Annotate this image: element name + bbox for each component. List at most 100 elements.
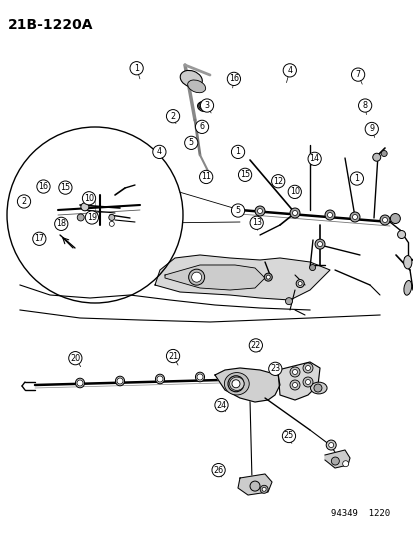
Circle shape	[211, 464, 225, 477]
Circle shape	[285, 297, 292, 305]
Text: 15: 15	[240, 171, 249, 179]
Circle shape	[198, 101, 206, 110]
Text: 12: 12	[273, 177, 282, 185]
Text: 21: 21	[168, 352, 178, 360]
Circle shape	[292, 211, 297, 215]
Circle shape	[292, 369, 297, 375]
Ellipse shape	[197, 102, 209, 111]
Circle shape	[249, 216, 263, 229]
Text: 11: 11	[201, 173, 211, 181]
Circle shape	[289, 380, 299, 390]
Circle shape	[271, 175, 284, 188]
Text: 1: 1	[235, 148, 240, 156]
Circle shape	[184, 136, 197, 149]
Circle shape	[305, 366, 310, 370]
Circle shape	[302, 363, 312, 373]
Text: 5: 5	[188, 139, 193, 147]
Circle shape	[389, 214, 399, 223]
Ellipse shape	[180, 70, 202, 87]
Circle shape	[287, 185, 301, 198]
Text: 15: 15	[60, 183, 70, 192]
Circle shape	[33, 232, 46, 245]
Circle shape	[349, 212, 359, 222]
Circle shape	[327, 213, 332, 217]
Circle shape	[292, 383, 297, 387]
Circle shape	[358, 99, 371, 112]
Circle shape	[324, 210, 334, 220]
Circle shape	[302, 377, 312, 387]
Text: 4: 4	[157, 148, 161, 156]
Circle shape	[85, 211, 98, 224]
Circle shape	[231, 146, 244, 158]
Circle shape	[17, 195, 31, 208]
Circle shape	[372, 153, 380, 161]
Text: 1: 1	[134, 64, 139, 72]
Circle shape	[309, 264, 315, 271]
Circle shape	[200, 99, 213, 112]
Text: 19: 19	[87, 213, 97, 222]
Circle shape	[317, 241, 322, 247]
Circle shape	[214, 399, 228, 411]
Circle shape	[109, 214, 114, 221]
Circle shape	[157, 376, 163, 382]
Polygon shape	[154, 255, 329, 300]
Circle shape	[261, 487, 266, 491]
Circle shape	[263, 273, 272, 281]
Circle shape	[199, 171, 212, 183]
Polygon shape	[277, 362, 319, 400]
Text: 2: 2	[170, 112, 175, 120]
Circle shape	[351, 68, 364, 81]
Circle shape	[69, 352, 82, 365]
Text: 20: 20	[70, 354, 80, 362]
Circle shape	[289, 208, 299, 218]
Circle shape	[382, 217, 387, 222]
Text: 4: 4	[287, 66, 292, 75]
Circle shape	[197, 374, 202, 380]
Ellipse shape	[224, 373, 249, 395]
Circle shape	[254, 206, 264, 216]
Text: 24: 24	[216, 401, 226, 409]
Text: 17: 17	[34, 235, 44, 243]
Circle shape	[342, 461, 348, 467]
Text: 10: 10	[84, 194, 94, 203]
Circle shape	[249, 339, 262, 352]
Text: 10: 10	[289, 188, 299, 196]
Circle shape	[266, 275, 270, 279]
Ellipse shape	[229, 377, 243, 390]
Circle shape	[238, 168, 251, 181]
Ellipse shape	[187, 80, 205, 93]
Text: 2: 2	[21, 197, 26, 206]
Circle shape	[188, 269, 204, 285]
Circle shape	[77, 214, 84, 221]
Text: 6: 6	[199, 123, 204, 131]
Circle shape	[117, 378, 123, 384]
Text: 3: 3	[204, 101, 209, 110]
Circle shape	[109, 221, 114, 227]
Circle shape	[91, 213, 97, 219]
Text: 25: 25	[283, 432, 293, 440]
Circle shape	[380, 150, 386, 157]
Circle shape	[37, 180, 50, 193]
Text: 13: 13	[251, 219, 261, 227]
Circle shape	[364, 123, 377, 135]
Circle shape	[282, 64, 296, 77]
Circle shape	[307, 152, 320, 165]
Circle shape	[59, 181, 72, 194]
Circle shape	[130, 62, 143, 75]
Circle shape	[249, 481, 259, 491]
Text: 16: 16	[38, 182, 48, 191]
Circle shape	[191, 272, 201, 282]
Text: 5: 5	[235, 206, 240, 215]
Text: 1: 1	[354, 174, 358, 183]
Ellipse shape	[310, 382, 326, 394]
Text: 21B-1220A: 21B-1220A	[8, 18, 93, 32]
Ellipse shape	[115, 376, 124, 386]
Ellipse shape	[195, 372, 204, 382]
Circle shape	[396, 230, 405, 239]
Text: 18: 18	[56, 220, 66, 228]
Text: 14: 14	[309, 155, 319, 163]
Circle shape	[259, 485, 268, 494]
Circle shape	[77, 380, 83, 386]
Circle shape	[268, 362, 281, 375]
Circle shape	[349, 172, 363, 185]
